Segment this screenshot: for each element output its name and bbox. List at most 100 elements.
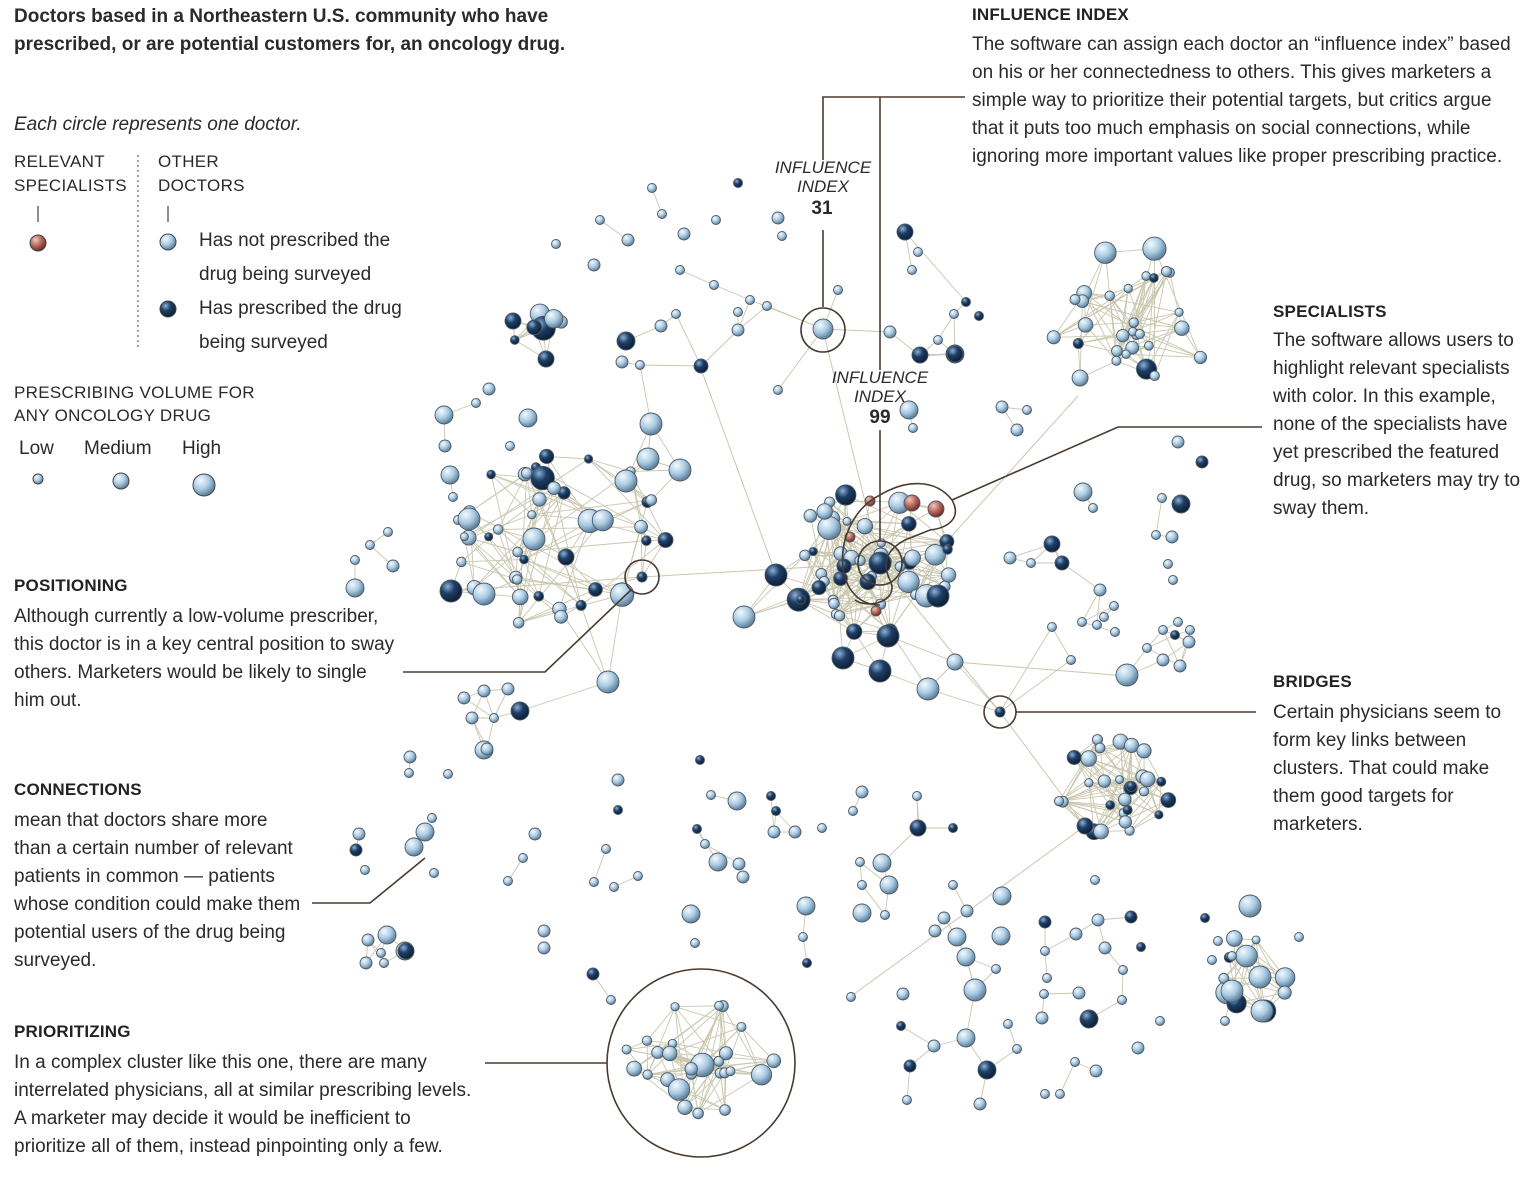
doctor-node [706, 790, 716, 800]
prescriber-doctor-node [530, 465, 555, 491]
doctor-node [621, 233, 635, 247]
doctor-node [404, 837, 424, 857]
doctor-node [1089, 1064, 1103, 1078]
doctor-node [443, 769, 453, 779]
doctor-node [913, 247, 923, 257]
connection-line [519, 681, 609, 712]
doctor-node [995, 400, 1009, 414]
connection-line [1084, 292, 1180, 313]
prescriber-doctor-node [1136, 942, 1146, 952]
doctor-node [846, 992, 856, 1002]
prescriber-doctor-node [766, 791, 776, 801]
doctor-node [361, 933, 375, 947]
connection-line [497, 472, 528, 530]
doctor-node [404, 768, 414, 778]
doctor-node [518, 408, 538, 428]
prescriber-doctor-node [586, 967, 600, 981]
influence-index-leader [822, 96, 965, 160]
doctor-node [360, 865, 370, 875]
doctor-node [733, 307, 743, 317]
doctor-node [1104, 290, 1115, 302]
doctor-node [528, 827, 542, 841]
doctor-node [883, 325, 897, 339]
connection-line [1078, 335, 1123, 344]
legend-volume-low: Low [19, 438, 54, 459]
doctor-node [1115, 775, 1124, 785]
doctor-node [812, 318, 834, 340]
prescriber-doctor-node [504, 312, 522, 330]
prescriber-doctor-node [1200, 913, 1210, 923]
prescriber-doctor-node [974, 311, 984, 321]
doctor-node [1042, 973, 1052, 983]
connection-line [497, 529, 582, 606]
doctor-node [1128, 317, 1140, 328]
doctor-node [690, 938, 700, 948]
connection-line [461, 559, 525, 563]
prescriber-doctor-node [811, 580, 827, 596]
doctor-node [522, 527, 546, 551]
connection-line [588, 458, 631, 472]
doctor-node [386, 559, 400, 573]
doctor-node [645, 494, 658, 506]
connection-line [674, 1006, 742, 1028]
doctor-node [963, 978, 987, 1002]
doctor-node [1138, 786, 1150, 797]
doctor-node [1220, 1016, 1230, 1026]
prescriber-doctor-node [692, 824, 702, 834]
prescriber-doctor-node [510, 701, 530, 721]
doctor-node [852, 903, 872, 923]
connection-line [1121, 969, 1124, 1001]
prescriber-doctor-node [613, 805, 623, 815]
page-title: Doctors based in a Northeastern U.S. com… [14, 6, 566, 55]
doctor-node [692, 1107, 704, 1120]
connection-line [1133, 272, 1171, 323]
bridge-connection [699, 365, 777, 576]
prescriber-doctor-node [909, 819, 927, 837]
doctor-node [456, 556, 467, 568]
doctor-node [667, 1078, 691, 1101]
doctor-node [383, 527, 393, 537]
doctor-node [719, 1104, 731, 1116]
doctor-node [817, 823, 827, 833]
connection-line [1100, 799, 1169, 832]
doctor-node [1070, 1057, 1080, 1067]
doctor-node [855, 857, 865, 867]
connection-line [1074, 299, 1183, 329]
connection-line [646, 1040, 649, 1075]
specialist-doctor-node [927, 500, 945, 518]
doctor-node [595, 215, 605, 225]
doctor-node [1157, 493, 1167, 503]
doctor-node [352, 827, 366, 841]
connection-line [559, 608, 609, 683]
connection-line [800, 595, 927, 601]
influence-index-heading: INFLUENCE INDEX [972, 5, 1129, 24]
prescriber-doctor-node [636, 571, 648, 583]
doctor-node [1046, 330, 1061, 345]
doctor-node [551, 239, 561, 249]
connection-line [463, 536, 475, 588]
doctor-node [670, 1002, 680, 1012]
doctor-node [1109, 601, 1119, 611]
connection-line [724, 1053, 727, 1111]
connection-line [1146, 312, 1180, 370]
connection-line [518, 594, 623, 624]
doctor-node [1174, 320, 1190, 336]
doctor-node [345, 578, 365, 598]
prescriber-doctor-node [588, 582, 603, 597]
prescriber-doctor-node [1054, 555, 1070, 571]
prescriber-doctor-node [846, 623, 863, 640]
doctor-node [991, 926, 1011, 946]
connection-line [749, 299, 824, 330]
doctor-node [1158, 625, 1168, 635]
doctor-node [709, 280, 719, 290]
positioning-heading: POSITIONING [14, 576, 128, 595]
prescriber-doctor-node [896, 223, 914, 241]
connection-line [887, 635, 956, 663]
doctor-node [907, 265, 917, 275]
prescriber-doctor-node [961, 297, 971, 307]
doctor-node [736, 870, 750, 884]
specialist-doctor-node [903, 494, 921, 512]
doctor-node [636, 447, 660, 471]
connection-line [679, 269, 715, 286]
prescriber-doctor-node [1170, 630, 1180, 640]
